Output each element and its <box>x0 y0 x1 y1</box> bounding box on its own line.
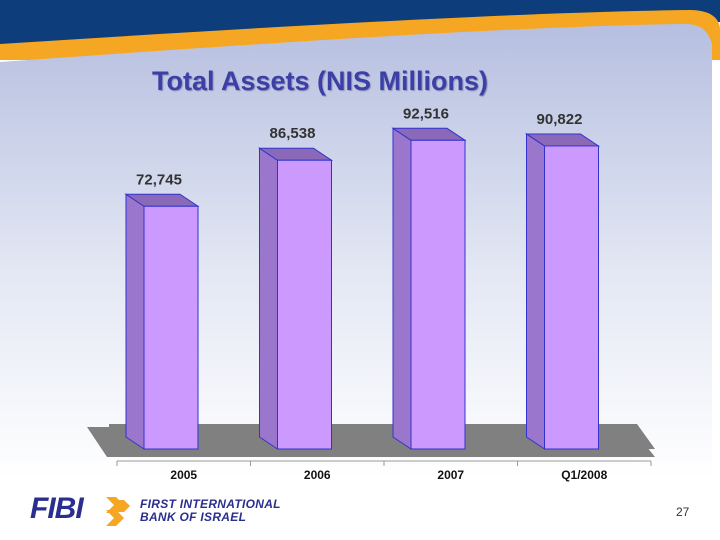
value-label: 92,516 <box>403 105 449 122</box>
logo-line-2: BANK OF ISRAEL <box>140 510 247 524</box>
chart-title: Total Assets (NIS Millions) <box>152 66 489 96</box>
x-tick-label: 2005 <box>170 468 197 482</box>
value-label: 86,538 <box>270 125 316 142</box>
value-label: 90,822 <box>537 111 583 128</box>
bar-side-face <box>526 133 545 450</box>
x-tick-label: 2007 <box>437 468 464 482</box>
bar-side-face <box>392 127 412 450</box>
bar-2007 <box>410 139 466 450</box>
logo-line-1: FIRST INTERNATIONAL <box>140 497 281 511</box>
bar-side-face <box>259 147 278 450</box>
bar-2005 <box>143 205 199 450</box>
value-label: 72,745 <box>136 171 182 188</box>
logo-wordmark: FIBI <box>30 492 84 525</box>
bar-q1-2008 <box>544 145 599 450</box>
x-tick-label: 2006 <box>304 468 331 482</box>
page-number: 27 <box>676 505 690 519</box>
bar-2006 <box>277 159 332 450</box>
logo-mark <box>106 497 130 526</box>
bar-side-face <box>125 193 145 450</box>
x-tick-label: Q1/2008 <box>561 468 607 482</box>
chart-floor-plane <box>87 427 655 457</box>
